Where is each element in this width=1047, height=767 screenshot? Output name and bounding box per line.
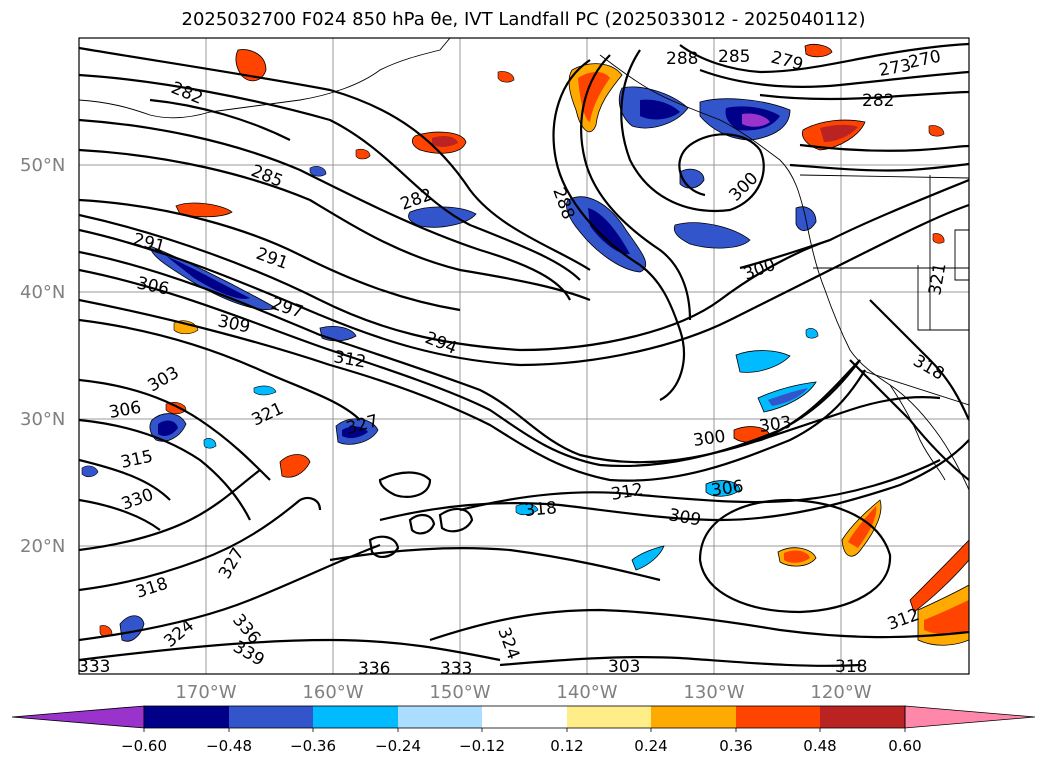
contour-label: 285	[718, 47, 750, 67]
colorbar: −0.60 −0.48 −0.36 −0.24 −0.12 0.12 0.24 …	[11, 705, 1036, 755]
colorbar-swatch	[313, 706, 398, 728]
colorbar-swatch	[482, 706, 567, 728]
colorbar-swatch	[736, 706, 820, 728]
lat-label-30n: 30°N	[20, 409, 65, 430]
lon-label-120w: 120°W	[810, 682, 871, 703]
colorbar-tick: 0.60	[888, 737, 921, 755]
colorbar-tick: 0.12	[550, 737, 583, 755]
lat-label-20n: 20°N	[20, 536, 65, 557]
colorbar-swatch	[144, 706, 229, 728]
lon-label-140w: 140°W	[556, 682, 617, 703]
contour-labels: 282 285 282 288 291 291 306 297 309 312 …	[78, 47, 951, 679]
colorbar-tick: 0.48	[803, 737, 836, 755]
contour-label: 282	[862, 91, 894, 111]
ivt-shading	[81, 44, 969, 646]
colorbar-swatch	[229, 706, 313, 728]
latitude-labels: 50°N 40°N 30°N 20°N	[20, 155, 65, 557]
colorbar-tick: 0.36	[719, 737, 752, 755]
colorbar-tick: −0.12	[459, 737, 505, 755]
lat-label-40n: 40°N	[20, 282, 65, 303]
colorbar-swatch	[567, 706, 651, 728]
longitude-labels: 170°W 160°W 150°W 140°W 130°W 120°W	[175, 682, 871, 703]
colorbar-tick: 0.24	[634, 737, 667, 755]
contour-label: 288	[666, 49, 698, 69]
colorbar-extend-high	[904, 705, 1036, 729]
colorbar-swatch	[651, 706, 736, 728]
contour-label: 303	[608, 657, 640, 677]
colorbar-swatch	[398, 706, 482, 728]
contour-label: 336	[358, 659, 390, 679]
map-frame	[78, 37, 970, 675]
contour-label: 300	[692, 427, 727, 451]
contour-label: 318	[524, 498, 558, 521]
lon-label-170w: 170°W	[175, 682, 236, 703]
contour-label: 306	[710, 477, 745, 501]
colorbar-tick: −0.36	[290, 737, 336, 755]
contour-label: 318	[835, 657, 867, 677]
lon-label-130w: 130°W	[683, 682, 744, 703]
contour-label: 333	[440, 659, 472, 679]
colorbar-swatch	[820, 706, 905, 728]
lon-label-160w: 160°W	[302, 682, 363, 703]
colorbar-tick: −0.60	[121, 737, 167, 755]
figure-title: 2025032700 F024 850 hPa θe, IVT Landfall…	[181, 9, 866, 30]
colorbar-tick: −0.24	[375, 737, 421, 755]
contour-label: 333	[78, 657, 110, 677]
coastlines	[79, 38, 969, 491]
colorbar-tick: −0.48	[206, 737, 252, 755]
lon-label-150w: 150°W	[429, 682, 490, 703]
contour-label: 303	[758, 413, 793, 437]
colorbar-extend-low	[11, 705, 145, 729]
theta-e-contours	[79, 42, 969, 667]
lat-label-50n: 50°N	[20, 155, 65, 176]
